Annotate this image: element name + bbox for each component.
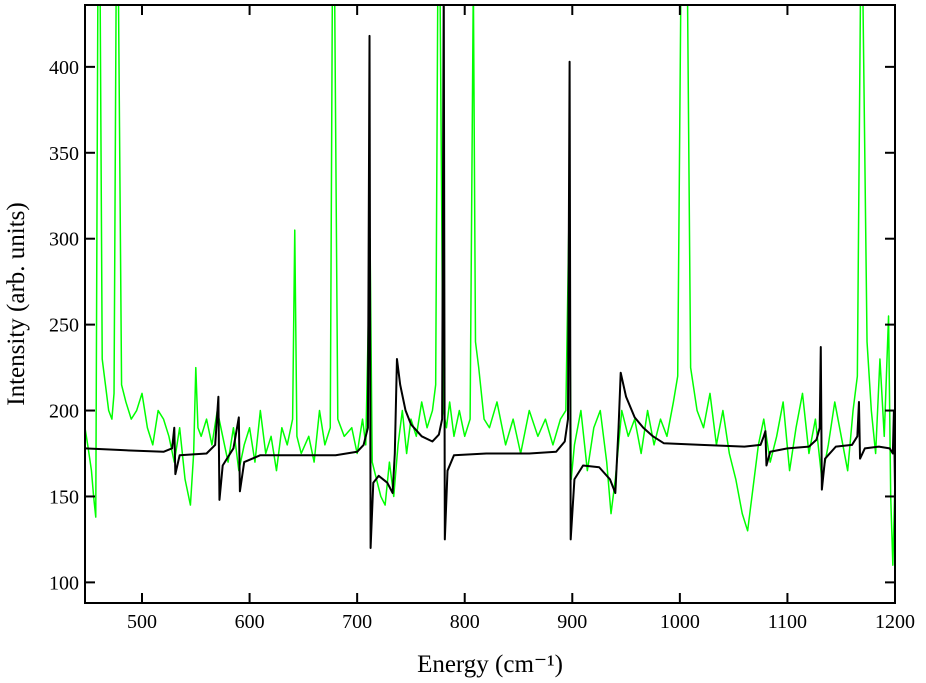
y-tick-label: 100 — [49, 572, 79, 594]
x-tick-label: 900 — [557, 611, 587, 633]
plot-area — [85, 5, 895, 566]
x-tick-label: 500 — [127, 611, 157, 633]
x-tick-label: 1100 — [768, 611, 807, 633]
y-tick-label: 350 — [49, 143, 79, 165]
x-tick-label: 1200 — [875, 611, 915, 633]
y-axis-label: Intensity (arb. units) — [3, 202, 30, 405]
y-tick-label: 300 — [49, 229, 79, 251]
x-tick-label: 700 — [342, 611, 372, 633]
y-tick-label: 400 — [49, 57, 79, 79]
series-line — [85, 5, 895, 566]
x-tick-label: 800 — [450, 611, 480, 633]
series-line — [85, 5, 895, 550]
y-tick-label: 200 — [49, 401, 79, 423]
y-tick-label: 250 — [49, 315, 79, 337]
y-tick-label: 150 — [49, 486, 79, 508]
x-tick-label: 600 — [235, 611, 265, 633]
x-tick-label: 1000 — [660, 611, 700, 633]
plot-frame — [84, 4, 896, 604]
x-axis-label: Energy (cm⁻¹) — [417, 651, 563, 678]
